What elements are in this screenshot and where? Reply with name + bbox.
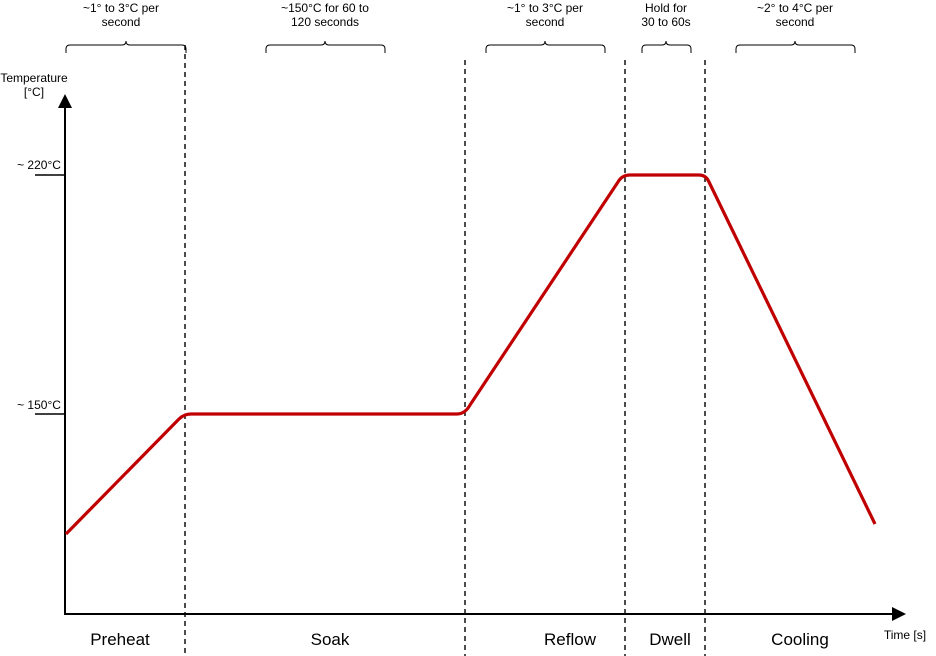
temperature-profile-line (64, 173, 877, 536)
brace-reflow (485, 40, 606, 53)
brace-preheat (65, 40, 187, 53)
phase-label-cooling: Cooling (771, 630, 829, 649)
annotation-preheat-line1: ~1° to 3°C per (83, 1, 159, 15)
annotation-reflow-rate: ~1° to 3°C per second (485, 1, 606, 53)
annotation-reflow-line1: ~1° to 3°C per (507, 1, 583, 15)
phase-label-dwell: Dwell (649, 630, 691, 649)
annotation-cooling-line1: ~2° to 4°C per (757, 1, 833, 15)
annotation-soak-hold: ~150°C for 60 to 120 seconds (265, 1, 386, 53)
y-tick-label-220: ~ 220°C (17, 158, 61, 172)
annotation-preheat-line2: second (102, 15, 141, 29)
annotation-soak-line2: 120 seconds (291, 15, 359, 29)
annotation-cooling-rate: ~2° to 4°C per second (735, 1, 856, 53)
phase-dividers (184, 45, 706, 656)
y-tick-label-150: ~ 150°C (17, 398, 61, 412)
y-axis-label-line2: [°C] (24, 85, 44, 99)
annotation-dwell-hold: Hold for 30 to 60s (641, 1, 692, 53)
x-axis-arrow (892, 607, 906, 621)
phase-label-soak: Soak (311, 630, 350, 649)
phase-labels: Preheat Soak Reflow Dwell Cooling (90, 630, 829, 649)
annotation-soak-line1: ~150°C for 60 to (281, 1, 369, 15)
annotation-dwell-line2: 30 to 60s (641, 15, 690, 29)
y-axis-label-line1: Temperature (0, 71, 68, 85)
y-axis-arrow (58, 94, 72, 108)
brace-dwell (641, 40, 692, 53)
annotation-cooling-line2: second (776, 15, 815, 29)
axes: Temperature [°C] Time [s] ~ 220°C ~ 150°… (0, 71, 926, 642)
annotation-reflow-line2: second (526, 15, 565, 29)
x-axis-label: Time [s] (884, 628, 926, 642)
annotation-dwell-line1: Hold for (645, 1, 687, 15)
phase-label-preheat: Preheat (90, 630, 150, 649)
phase-label-reflow: Reflow (544, 630, 597, 649)
brace-soak (265, 40, 386, 53)
brace-cooling (735, 40, 856, 53)
annotation-preheat-rate: ~1° to 3°C per second (65, 1, 187, 53)
